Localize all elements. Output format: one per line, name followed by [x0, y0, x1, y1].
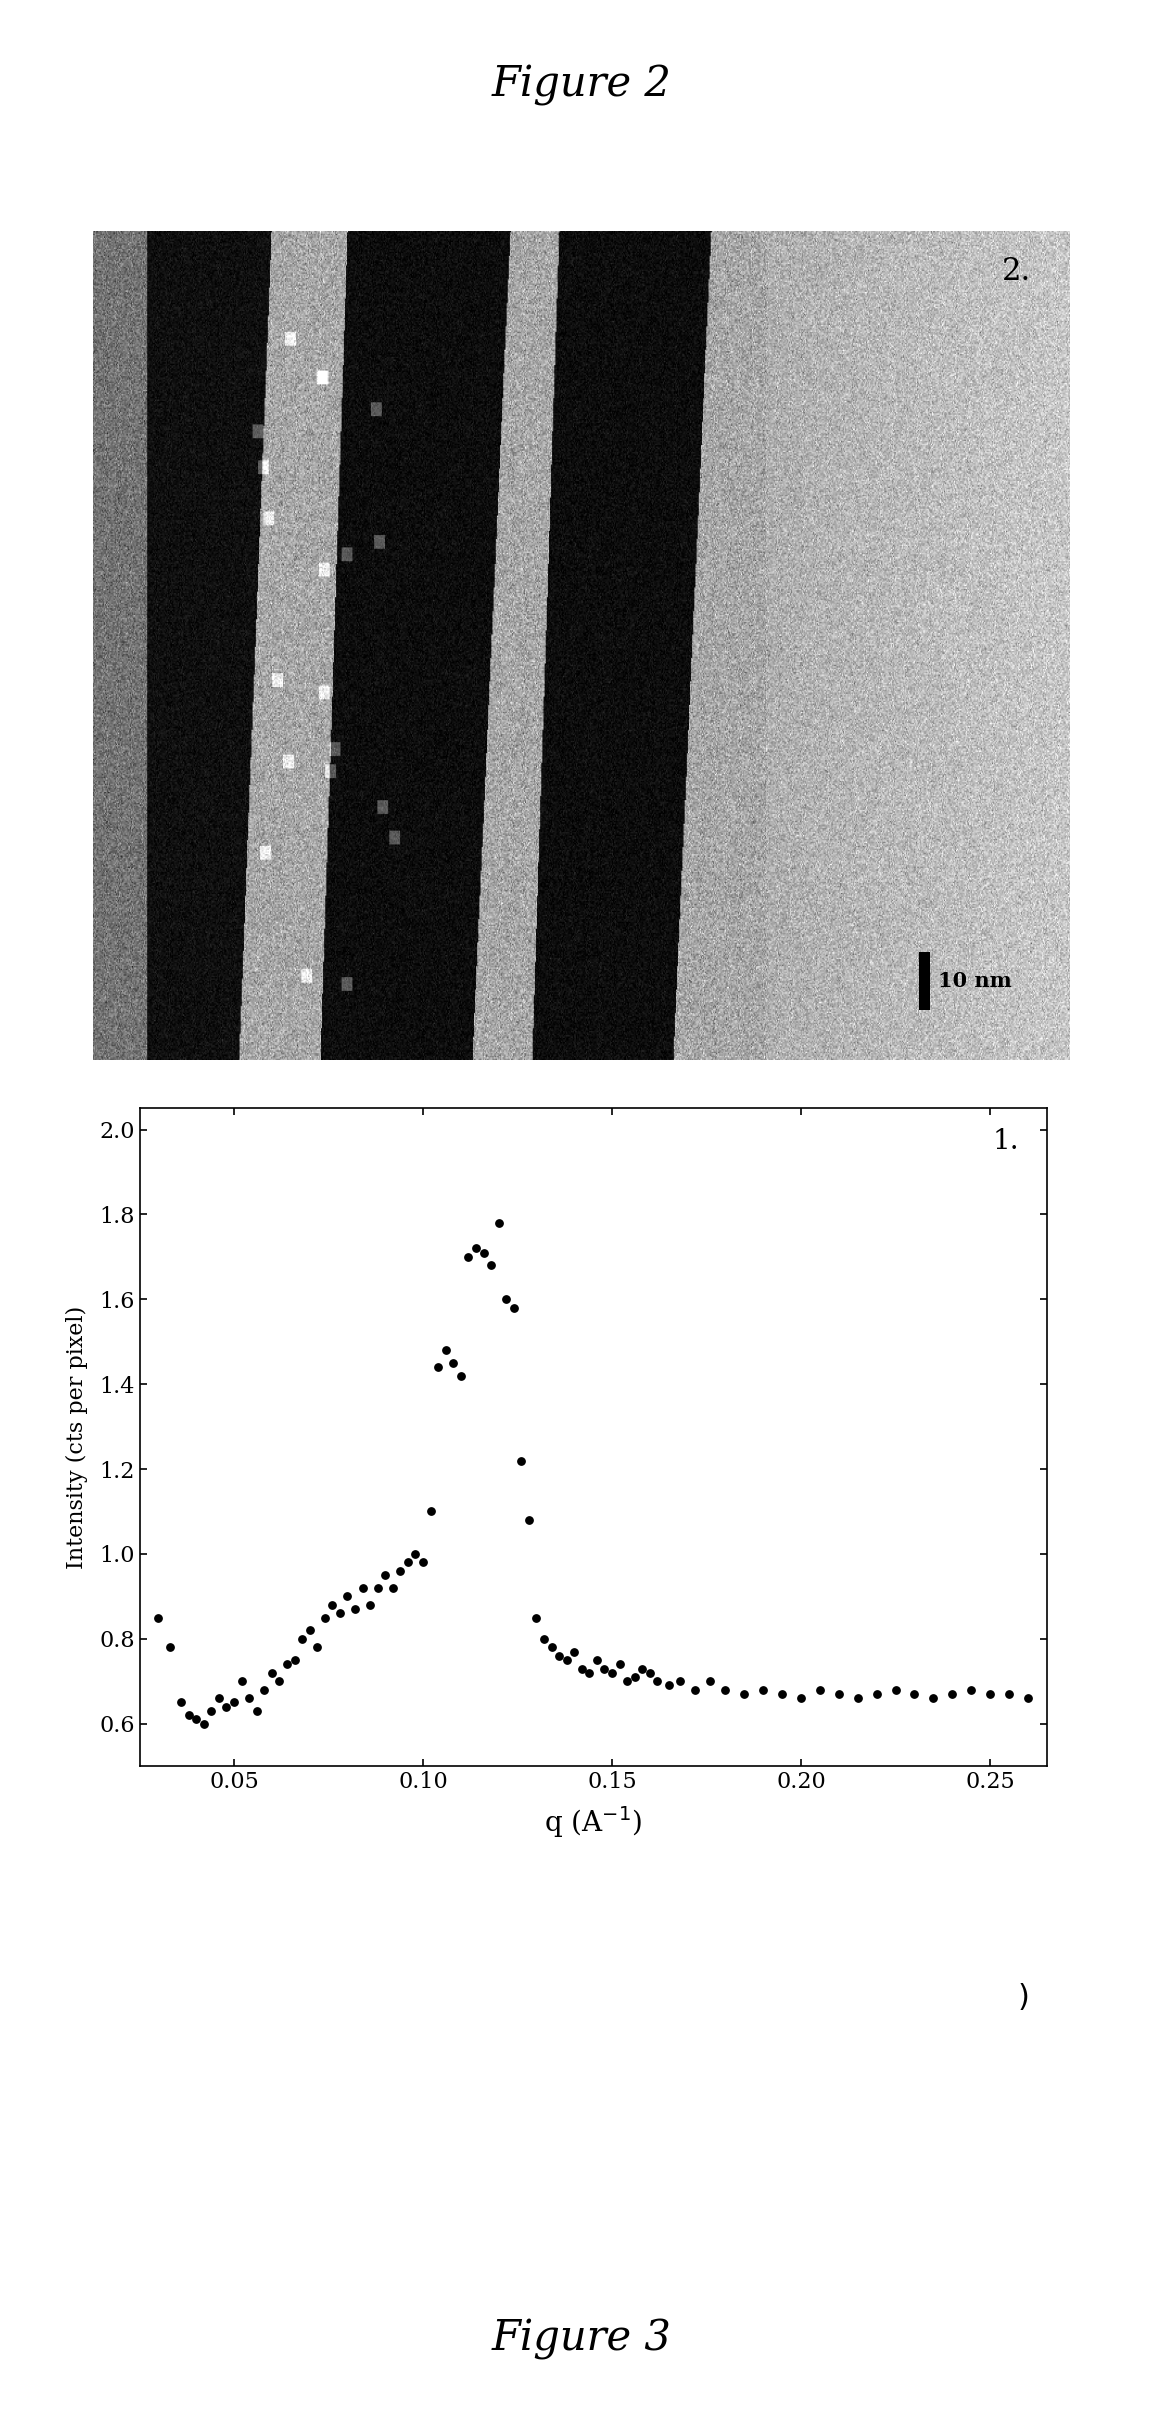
Text: 1.: 1. — [993, 1128, 1020, 1155]
Point — [520, 1501, 538, 1540]
Point — [209, 1678, 228, 1717]
Point — [406, 1535, 424, 1574]
Point — [338, 1576, 357, 1615]
Point — [580, 1654, 599, 1693]
Point — [293, 1620, 312, 1659]
Point — [278, 1644, 297, 1683]
Point — [179, 1695, 198, 1734]
Point — [224, 1683, 243, 1722]
Point — [565, 1632, 584, 1671]
Text: Figure 3: Figure 3 — [492, 2317, 671, 2360]
Point — [542, 1627, 561, 1666]
Point — [849, 1678, 868, 1717]
Point — [905, 1674, 923, 1713]
Point — [735, 1674, 754, 1713]
Point — [202, 1691, 221, 1730]
Point — [300, 1610, 319, 1649]
Point — [345, 1591, 364, 1630]
Point — [1019, 1678, 1037, 1717]
Point — [149, 1598, 167, 1637]
Point — [194, 1705, 213, 1744]
FancyBboxPatch shape — [919, 952, 930, 1011]
Point — [481, 1245, 500, 1284]
Point — [187, 1700, 206, 1739]
Point — [716, 1671, 735, 1710]
Point — [1000, 1674, 1019, 1713]
Point — [255, 1671, 273, 1710]
Point — [354, 1569, 372, 1608]
Text: Figure 2: Figure 2 — [492, 63, 671, 107]
Point — [557, 1639, 576, 1678]
Point — [641, 1654, 659, 1693]
Point — [535, 1620, 554, 1659]
Point — [263, 1654, 281, 1693]
Point — [659, 1666, 678, 1705]
Point — [811, 1671, 829, 1710]
Y-axis label: Intensity (cts per pixel): Intensity (cts per pixel) — [66, 1306, 88, 1569]
Point — [962, 1671, 980, 1710]
Point — [754, 1671, 772, 1710]
Point — [602, 1654, 621, 1693]
X-axis label: q (A$^{-1}$): q (A$^{-1}$) — [544, 1805, 642, 1839]
Point — [868, 1674, 886, 1713]
Point — [270, 1661, 288, 1700]
Point — [490, 1203, 508, 1242]
Text: ): ) — [1018, 1983, 1029, 2012]
Point — [459, 1237, 478, 1276]
Point — [285, 1639, 304, 1678]
Point — [611, 1644, 629, 1683]
Point — [451, 1357, 470, 1396]
Point — [505, 1289, 523, 1328]
Point — [429, 1347, 448, 1386]
Point — [330, 1593, 349, 1632]
Point — [240, 1678, 258, 1717]
Point — [618, 1661, 636, 1700]
Point — [572, 1649, 591, 1688]
Point — [160, 1627, 179, 1666]
Point — [384, 1569, 402, 1608]
Point — [315, 1598, 334, 1637]
Point — [943, 1674, 962, 1713]
Point — [595, 1649, 614, 1688]
Point — [308, 1627, 327, 1666]
Point — [671, 1661, 690, 1700]
Point — [361, 1586, 379, 1625]
Point — [980, 1674, 999, 1713]
Point — [399, 1542, 418, 1581]
Point — [829, 1674, 848, 1713]
Point — [369, 1569, 387, 1608]
Point — [512, 1442, 530, 1481]
Point — [633, 1649, 651, 1688]
Point — [421, 1491, 440, 1530]
Point — [376, 1557, 394, 1596]
Point — [792, 1678, 811, 1717]
Point — [466, 1228, 485, 1267]
Point — [323, 1586, 342, 1625]
Text: 2.: 2. — [1001, 256, 1030, 287]
Point — [414, 1542, 433, 1581]
Point — [527, 1598, 545, 1637]
Point — [497, 1279, 515, 1318]
Point — [648, 1661, 666, 1700]
Point — [248, 1691, 266, 1730]
Point — [686, 1671, 705, 1710]
Point — [172, 1683, 191, 1722]
Point — [233, 1661, 251, 1700]
Point — [626, 1656, 644, 1695]
Point — [772, 1674, 791, 1713]
Point — [550, 1637, 569, 1676]
Text: 10 nm: 10 nm — [939, 972, 1012, 991]
Point — [886, 1671, 905, 1710]
Point — [391, 1552, 409, 1591]
Point — [701, 1661, 720, 1700]
Point — [436, 1330, 455, 1369]
Point — [587, 1639, 606, 1678]
Point — [444, 1345, 463, 1384]
Point — [217, 1688, 236, 1727]
Point — [475, 1233, 493, 1272]
Point — [923, 1678, 942, 1717]
